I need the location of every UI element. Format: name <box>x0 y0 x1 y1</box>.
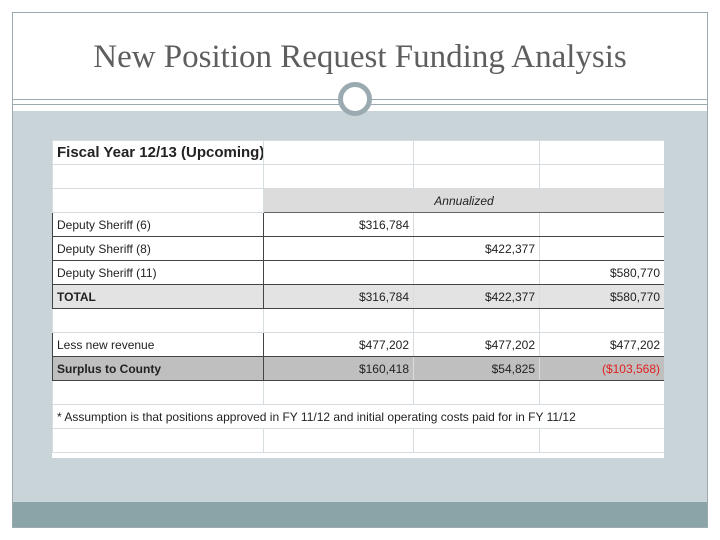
total-value: $580,770 <box>539 284 664 309</box>
table-row <box>52 164 664 189</box>
row-label: Deputy Sheriff (8) <box>52 236 264 261</box>
cell-value: $422,377 <box>413 236 540 261</box>
slide-title: New Position Request Funding Analysis <box>93 39 627 75</box>
table-row <box>52 428 664 453</box>
table-row: Deputy Sheriff (11) $580,770 <box>52 260 664 285</box>
total-label: TOTAL <box>52 284 264 309</box>
revenue-value: $477,202 <box>263 332 414 357</box>
surplus-value-negative: ($103,568) <box>539 356 664 381</box>
cell-value <box>539 236 664 261</box>
surplus-value: $54,825 <box>413 356 540 381</box>
table-row <box>52 380 664 405</box>
total-row: TOTAL $316,784 $422,377 $580,770 <box>52 284 664 309</box>
cell-value: $580,770 <box>539 260 664 285</box>
footer-band <box>13 502 707 527</box>
less-revenue-label: Less new revenue <box>52 332 264 357</box>
revenue-value: $477,202 <box>413 332 540 357</box>
funding-table: Fiscal Year 12/13 (Upcoming): Annualized… <box>52 140 664 453</box>
sheet-heading: Fiscal Year 12/13 (Upcoming): <box>52 140 264 165</box>
table-row <box>52 308 664 333</box>
revenue-value: $477,202 <box>539 332 664 357</box>
surplus-row: Surplus to County $160,418 $54,825 ($103… <box>52 356 664 381</box>
surplus-label: Surplus to County <box>52 356 264 381</box>
circle-ornament <box>338 82 372 116</box>
cell-value: $316,784 <box>263 212 414 237</box>
table-row: Fiscal Year 12/13 (Upcoming): <box>52 140 664 165</box>
less-revenue-row: Less new revenue $477,202 $477,202 $477,… <box>52 332 664 357</box>
surplus-value: $160,418 <box>263 356 414 381</box>
annualized-header: Annualized <box>263 188 664 213</box>
title-rule-right <box>372 99 707 100</box>
total-value: $422,377 <box>413 284 540 309</box>
table-row: Deputy Sheriff (6) $316,784 <box>52 212 664 237</box>
table-row: Deputy Sheriff (8) $422,377 <box>52 236 664 261</box>
table-row: * Assumption is that positions approved … <box>52 404 664 429</box>
row-label: Deputy Sheriff (6) <box>52 212 264 237</box>
total-value: $316,784 <box>263 284 414 309</box>
assumption-note: * Assumption is that positions approved … <box>52 404 664 429</box>
row-label: Deputy Sheriff (11) <box>52 260 264 285</box>
spreadsheet-image: Fiscal Year 12/13 (Upcoming): Annualized… <box>52 140 664 458</box>
cell-value <box>413 260 540 285</box>
cell-value <box>263 236 414 261</box>
title-rule-left <box>13 99 338 100</box>
cell-value <box>539 212 664 237</box>
table-row: Annualized <box>52 188 664 213</box>
cell-value <box>413 212 540 237</box>
cell-value <box>263 260 414 285</box>
